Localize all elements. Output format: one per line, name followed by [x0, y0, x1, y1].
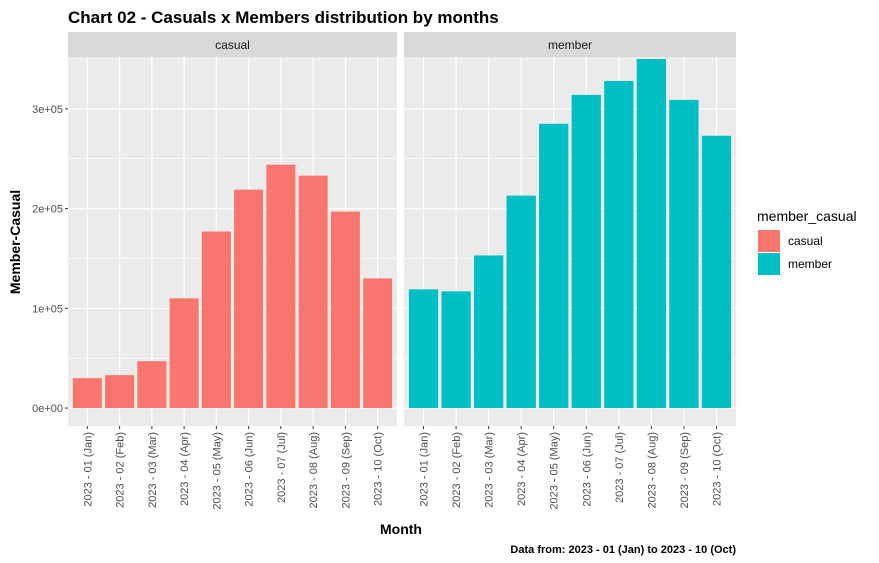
- x-tick-label: 2023 - 08 (Aug): [308, 432, 320, 508]
- bar-member-10: [701, 135, 732, 409]
- bar-casual-10: [363, 278, 393, 409]
- legend-label-member: member: [788, 257, 832, 271]
- bar-casual-1: [72, 378, 102, 409]
- bar-casual-8: [298, 175, 328, 409]
- legend-title: member_casual: [757, 208, 857, 224]
- facet-strip-label: casual: [215, 38, 250, 52]
- chart-caption: Data from: 2023 - 01 (Jan) to 2023 - 10 …: [510, 544, 736, 556]
- panel-member: member 2023 - 01 (Jan) 2023 - 02 (Feb) 2023…: [404, 32, 736, 510]
- x-tick-label: 2023 - 04 (Apr): [179, 432, 191, 506]
- x-tick-label: 2023 - 03 (Mar): [484, 432, 496, 508]
- legend-key-casual: [758, 230, 780, 252]
- facet-strip-label: member: [548, 38, 592, 52]
- x-tick-label: 2023 - 05 (May): [211, 432, 223, 510]
- bar-casual-2: [105, 375, 135, 409]
- y-tick-label: 2e+05: [32, 204, 63, 216]
- x-tick-label: 2023 - 03 (Mar): [147, 432, 159, 508]
- x-tick-label: 2023 - 06 (Jun): [244, 432, 256, 507]
- bar-member-1: [408, 289, 439, 409]
- y-axis: 0e+00 1e+05 2e+05 3e+05: [32, 104, 68, 415]
- bar-casual-6: [234, 189, 264, 409]
- legend-key-member: [758, 253, 780, 275]
- y-tick-label: 3e+05: [32, 104, 63, 116]
- bar-casual-4: [169, 298, 199, 409]
- x-tick-label: 2023 - 07 (Jul): [614, 432, 626, 503]
- y-tick-label: 0e+00: [32, 403, 63, 415]
- facet-panels: casual 2023 - 01 (Jan) 2023 - 02 (Feb) 2023…: [68, 32, 736, 510]
- bar-member-6: [571, 94, 601, 409]
- x-tick-label: 2023 - 10 (Oct): [373, 432, 385, 506]
- legend: member_casual casual member: [757, 208, 857, 275]
- x-tick-label: 2023 - 10 (Oct): [711, 432, 723, 506]
- bar-member-8: [636, 58, 667, 409]
- x-tick-label: 2023 - 02 (Feb): [451, 432, 463, 508]
- facet-strip: [68, 32, 397, 57]
- facet-strip: [404, 32, 736, 57]
- chart-title: Chart 02 - Casuals x Members distributio…: [68, 8, 499, 27]
- bar-member-9: [669, 99, 699, 409]
- x-tick-label: 2023 - 09 (Sep): [340, 432, 352, 508]
- x-tick-label: 2023 - 07 (Jul): [276, 432, 288, 503]
- x-tick-label: 2023 - 05 (May): [549, 432, 561, 510]
- x-tick-label: 2023 - 02 (Feb): [115, 432, 127, 508]
- y-axis-title: Member-Casual: [7, 190, 23, 294]
- bar-casual-7: [266, 164, 296, 409]
- y-tick-label: 1e+05: [32, 303, 63, 315]
- bar-member-3: [473, 255, 504, 409]
- bar-member-4: [506, 195, 536, 409]
- panel-casual: casual 2023 - 01 (Jan) 2023 - 02 (Feb) 2023…: [68, 32, 397, 510]
- x-tick-label: 2023 - 01 (Jan): [82, 432, 94, 507]
- x-tick-label: 2023 - 08 (Aug): [646, 432, 658, 508]
- legend-label-casual: casual: [788, 234, 823, 248]
- bar-member-2: [441, 291, 471, 409]
- x-tick-label: 2023 - 06 (Jun): [581, 432, 593, 507]
- bar-member-5: [539, 123, 569, 409]
- bar-member-7: [604, 80, 634, 409]
- x-tick-label: 2023 - 01 (Jan): [419, 432, 431, 507]
- x-tick-label: 2023 - 09 (Sep): [679, 432, 691, 508]
- x-axis-title: Month: [380, 521, 422, 537]
- x-tick-label: 2023 - 04 (Apr): [516, 432, 528, 506]
- bar-casual-3: [137, 361, 167, 409]
- bar-casual-9: [330, 211, 360, 409]
- bar-casual-5: [201, 231, 231, 409]
